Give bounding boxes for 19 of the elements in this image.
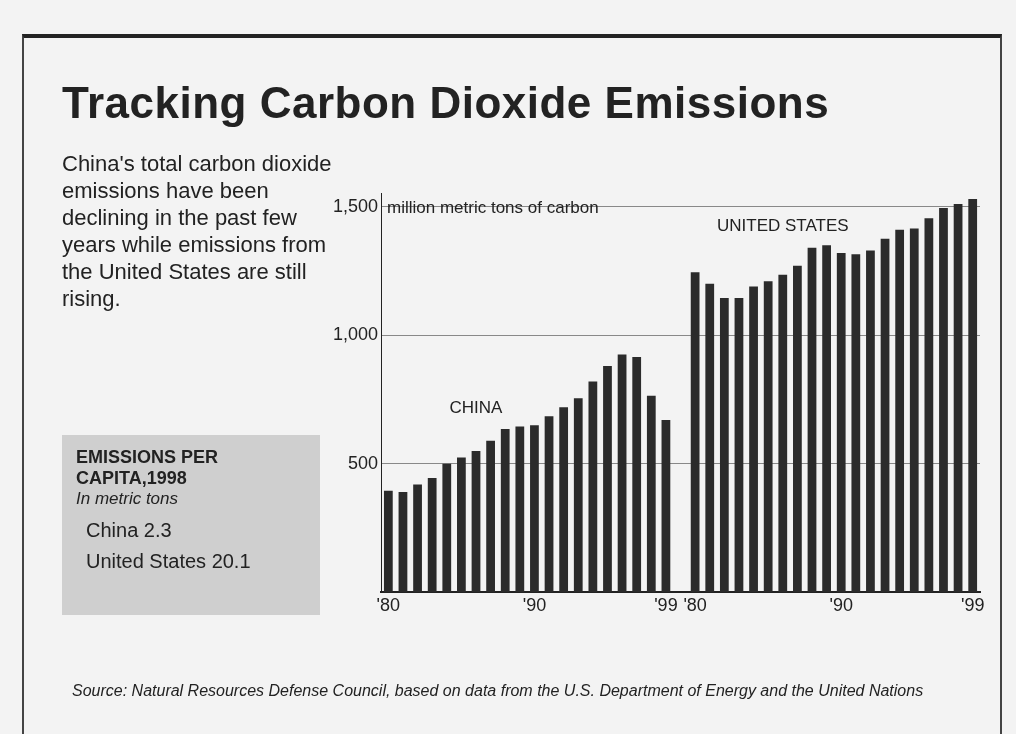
text: In metric tons (76, 489, 180, 509)
y-tick-label: 500 (348, 452, 379, 473)
x-tick-label: '80 (683, 595, 707, 616)
x-tick-label: '80 (376, 595, 401, 616)
y-tick-label: 1,000 (333, 324, 379, 345)
x-tick-label: '99 (654, 595, 678, 616)
text: China 2.3 (86, 519, 173, 542)
source-note: Source: Natural Resources Defense Council, based on data from the U.S. Department of Energy and the United Nations (72, 682, 925, 700)
text: China's total carbon dioxide emissions have been declining in the past few years while emissions from the United States are still rising. (62, 151, 332, 311)
series-label: UNITED STATES (716, 216, 849, 236)
chart-title: Tracking Carbon Dioxide Emissions (62, 78, 830, 128)
text: EMISSIONS PER CAPITA,1998 (76, 447, 220, 489)
x-tick-label: '99 (960, 595, 985, 616)
x-tick-label: '90 (522, 595, 547, 616)
y-tick-label: 1,500 (333, 195, 379, 216)
y-axis-title: million metric tons of carbon (387, 197, 599, 217)
text: United States 20.1 (86, 550, 252, 573)
series-label: CHINA (449, 397, 504, 417)
x-tick-label: '90 (829, 595, 853, 616)
